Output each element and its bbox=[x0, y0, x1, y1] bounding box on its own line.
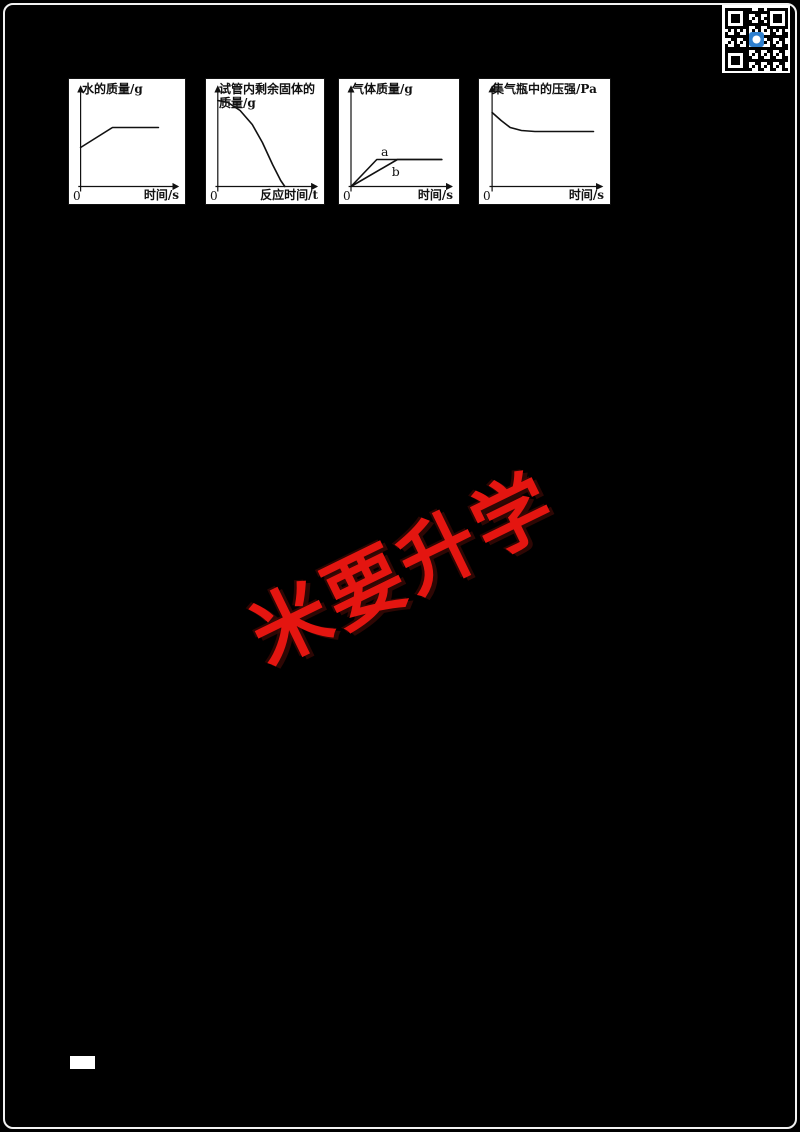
chart-remaining-solid-plot bbox=[213, 85, 319, 204]
origin-label: 0 bbox=[73, 189, 81, 203]
chart-panel-gas-mass: 气体质量/g a b 0 时间/s bbox=[338, 78, 460, 205]
x-axis-label: 时间/s bbox=[568, 188, 604, 202]
x-axis-label: 时间/s bbox=[417, 188, 453, 202]
x-axis-label: 反应时间/t bbox=[260, 188, 318, 202]
chart-panel-water-mass: 水的质量/g 0 时间/s bbox=[68, 78, 186, 205]
y-axis-label: 集气瓶中的压强/Pa bbox=[492, 82, 597, 96]
chart-panel-pressure: 集气瓶中的压强/Pa 0 时间/s bbox=[478, 78, 611, 205]
qr-code bbox=[722, 5, 790, 73]
origin-label: 0 bbox=[483, 189, 491, 203]
qr-modules bbox=[724, 7, 788, 71]
chart-pressure-plot bbox=[487, 84, 604, 204]
origin-label: 0 bbox=[343, 189, 351, 203]
y-axis-label: 气体质量/g bbox=[352, 82, 413, 96]
x-axis-label: 时间/s bbox=[143, 188, 179, 202]
chart-gas-mass-plot bbox=[346, 85, 454, 204]
series-label-b: b bbox=[391, 164, 400, 179]
chart-panel-remaining-solid: 试管内剩余固体的质量/g 0 反应时间/t bbox=[205, 78, 325, 205]
origin-label: 0 bbox=[210, 189, 218, 203]
chart-water-mass-plot bbox=[76, 85, 180, 204]
red-watermark-stamp: 米要升学 bbox=[236, 457, 572, 683]
y-axis-label: 水的质量/g bbox=[82, 82, 143, 96]
series-label-a: a bbox=[381, 144, 389, 159]
y-axis-label: 试管内剩余固体的质量/g bbox=[219, 82, 316, 111]
page-footer-marker bbox=[70, 1056, 95, 1069]
